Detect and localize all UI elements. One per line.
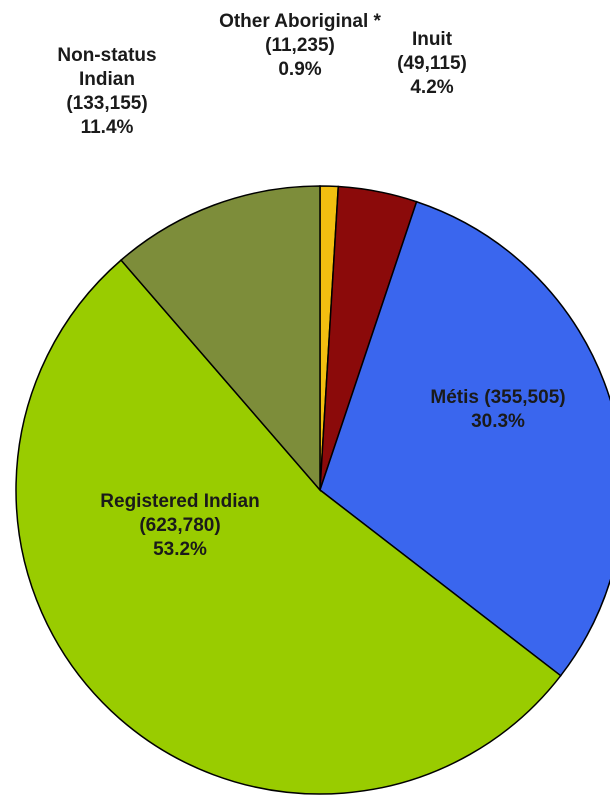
- slice-label: Registered Indian (623,780) 53.2%: [85, 490, 275, 562]
- slice-label: Other Aboriginal * (11,235) 0.9%: [208, 10, 393, 82]
- percent-label: 30.3%: [471, 411, 525, 432]
- percent-label: 4.2%: [410, 77, 454, 98]
- slice-label: Non-status Indian (133,155) 11.4%: [42, 44, 172, 140]
- slice-label: Inuit (49,115) 4.2%: [392, 28, 472, 100]
- pie-slice: [120, 185, 321, 493]
- value-label: (623,780): [139, 515, 221, 536]
- pie-slice: [319, 200, 610, 677]
- percent-label: 0.9%: [278, 59, 322, 80]
- value-label: (355,505): [484, 387, 566, 408]
- percent-label: 11.4%: [80, 117, 134, 138]
- category-label: Non-status Indian: [57, 45, 157, 90]
- category-label: Registered Indian: [100, 491, 260, 512]
- value-label: (49,115): [397, 53, 467, 74]
- category-label: Inuit: [411, 29, 453, 50]
- category-label: Métis: [430, 387, 479, 408]
- pie-slice: [15, 259, 562, 795]
- category-label: Other Aboriginal *: [219, 11, 381, 32]
- value-label: (133,155): [66, 93, 148, 114]
- percent-label: 53.2%: [153, 539, 207, 560]
- value-label: (11,235): [265, 35, 335, 56]
- slice-label: Métis (355,505) 30.3%: [393, 386, 603, 434]
